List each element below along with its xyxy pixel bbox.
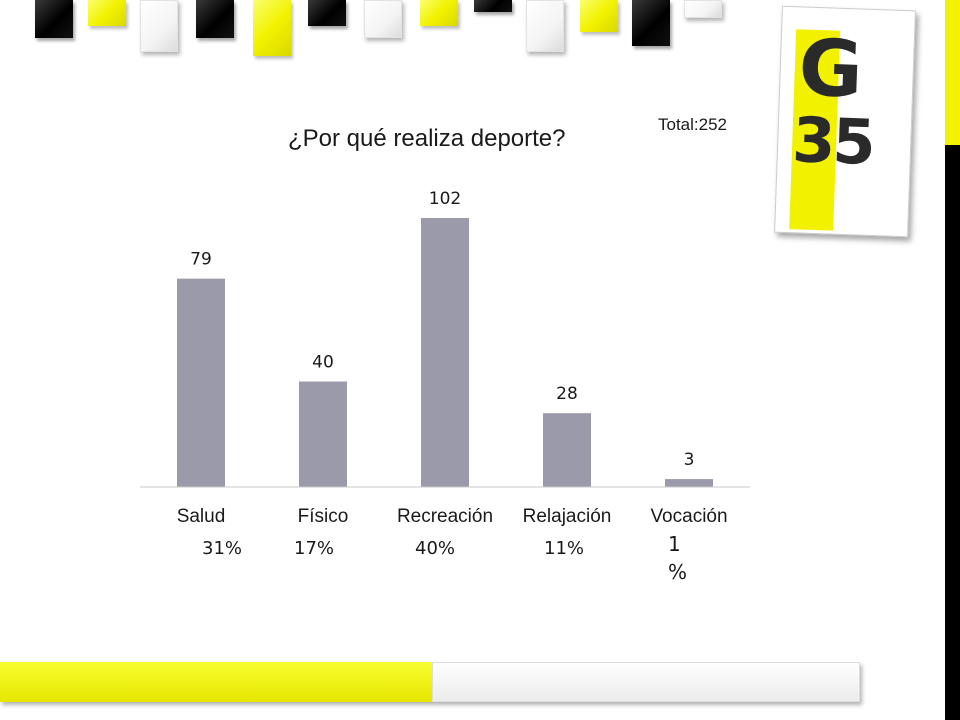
category-label: Físico bbox=[298, 506, 349, 527]
decor-tile bbox=[420, 0, 458, 26]
percent-label: 1% bbox=[668, 532, 688, 584]
bar-físico bbox=[299, 381, 347, 487]
decor-tile bbox=[88, 0, 126, 26]
decor-tile bbox=[196, 0, 234, 38]
percent-label: 17% bbox=[294, 538, 335, 559]
data-label: 3 bbox=[684, 450, 695, 470]
total-label: Total:252 bbox=[658, 115, 727, 134]
bar-salud bbox=[177, 278, 225, 487]
category-label: Relajación bbox=[523, 506, 612, 527]
percent-label: 40% bbox=[415, 538, 456, 559]
decor-tile bbox=[253, 0, 291, 56]
data-label: 102 bbox=[429, 189, 461, 209]
decor-tile bbox=[140, 0, 178, 52]
right-accent-bar bbox=[945, 0, 960, 720]
decor-tile bbox=[35, 0, 73, 38]
bar-vocación bbox=[665, 479, 713, 487]
decor-tile bbox=[308, 0, 346, 26]
data-label: 28 bbox=[556, 384, 578, 404]
bar-relajación bbox=[543, 413, 591, 487]
decor-tile bbox=[632, 0, 670, 46]
decor-tile bbox=[474, 0, 512, 12]
percent-label: 31% bbox=[202, 538, 243, 559]
chart-title: ¿Por qué realiza deporte? bbox=[288, 125, 566, 152]
decor-tile bbox=[580, 0, 618, 32]
bottom-progress-bar bbox=[0, 662, 860, 702]
decor-tile bbox=[526, 0, 564, 52]
category-label: Recreación bbox=[397, 506, 493, 527]
category-label: Salud bbox=[177, 506, 226, 527]
data-label: 79 bbox=[190, 250, 212, 270]
data-label: 40 bbox=[312, 353, 334, 373]
category-label: Vocación bbox=[650, 506, 727, 527]
decor-tile bbox=[684, 0, 722, 18]
percent-label: 11% bbox=[544, 538, 585, 559]
bar-recreación bbox=[421, 218, 469, 487]
decor-tile bbox=[364, 0, 402, 38]
